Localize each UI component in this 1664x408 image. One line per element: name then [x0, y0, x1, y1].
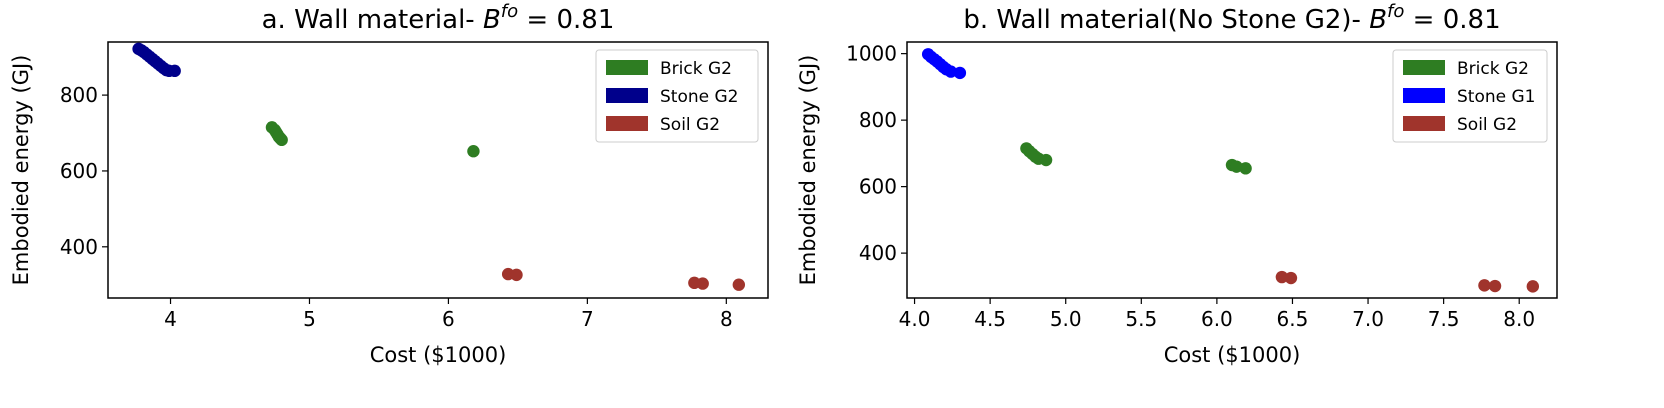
x-tick-label: 7.5 [1428, 307, 1460, 331]
series-stone-g1 [921, 48, 967, 80]
series-brick-g2 [265, 121, 480, 158]
data-point [953, 66, 967, 80]
x-tick-label: 7 [581, 307, 594, 331]
data-point [510, 268, 523, 282]
x-tick-label: 8.0 [1503, 307, 1535, 331]
series-brick-g2 [1020, 142, 1252, 175]
x-axis-label: Cost ($1000) [370, 343, 507, 367]
legend: Brick G2 Stone G1 Soil G2 [1392, 49, 1548, 143]
series-soil-g2 [501, 267, 746, 291]
legend-label: Stone G1 [1457, 87, 1535, 107]
y-tick-label: 800 [60, 83, 98, 107]
legend-swatch [1403, 88, 1445, 103]
y-tick-label: 600 [60, 159, 98, 183]
data-point [275, 133, 288, 147]
data-point [1284, 271, 1298, 285]
x-tick-label: 6.0 [1201, 307, 1233, 331]
series-stone-g2 [132, 42, 181, 78]
x-tick-label: 4.0 [899, 307, 931, 331]
legend-label: Stone G2 [660, 87, 738, 107]
y-tick-label: 800 [859, 108, 897, 132]
x-tick-label: 6.5 [1277, 307, 1309, 331]
x-tick-label: 5.0 [1050, 307, 1082, 331]
series-soil-g2 [1275, 270, 1540, 293]
legend-label: Soil G2 [660, 115, 720, 135]
y-tick-label: 1000 [846, 42, 897, 66]
data-point [1275, 270, 1289, 284]
plot-frame [906, 41, 1558, 299]
chart-panel-a: a. Wall material- Bfo = 0.81 4 5 6 7 8 400 600 8… [9, 1, 769, 367]
y-axis-label: Embodied energy (GJ) [796, 55, 820, 286]
legend-swatch [1403, 60, 1445, 75]
data-point [1488, 279, 1502, 293]
x-tick-label: 5.5 [1125, 307, 1157, 331]
y-axis-label: Embodied energy (GJ) [9, 55, 33, 286]
chart-panel-b: b. Wall material(No Stone G2)- Bfo = 0.8… [796, 1, 1558, 367]
data-point [1039, 153, 1053, 167]
legend: Brick G2 Stone G2 Soil G2 [595, 49, 759, 143]
data-point [732, 278, 746, 291]
y-tick-label: 400 [859, 241, 897, 265]
x-tick-label: 6 [442, 307, 455, 331]
x-tick-label: 7.0 [1352, 307, 1384, 331]
chart-title: b. Wall material(No Stone G2)- Bfo = 0.8… [963, 1, 1500, 35]
legend-label: Soil G2 [1457, 115, 1517, 135]
data-point [1478, 279, 1491, 292]
data-point [168, 64, 181, 78]
legend-swatch [606, 60, 648, 75]
data-point [467, 145, 480, 158]
x-tick-label: 5 [303, 307, 316, 331]
data-point [944, 65, 958, 78]
x-axis-label: Cost ($1000) [1164, 343, 1301, 367]
x-tick-label: 4 [164, 307, 177, 331]
legend-label: Brick G2 [1457, 59, 1529, 79]
data-point [696, 277, 709, 290]
legend-swatch [1403, 116, 1445, 131]
data-point [1239, 162, 1252, 175]
y-tick-label: 400 [60, 235, 98, 259]
y-tick-label: 600 [859, 175, 897, 199]
plot-frame [107, 41, 769, 299]
x-tick-label: 4.5 [974, 307, 1006, 331]
legend-swatch [606, 88, 648, 103]
data-point [1526, 280, 1540, 293]
legend-swatch [606, 116, 648, 131]
legend-label: Brick G2 [660, 59, 732, 79]
x-tick-label: 8 [720, 307, 733, 331]
chart-title: a. Wall material- Bfo = 0.81 [262, 1, 615, 35]
